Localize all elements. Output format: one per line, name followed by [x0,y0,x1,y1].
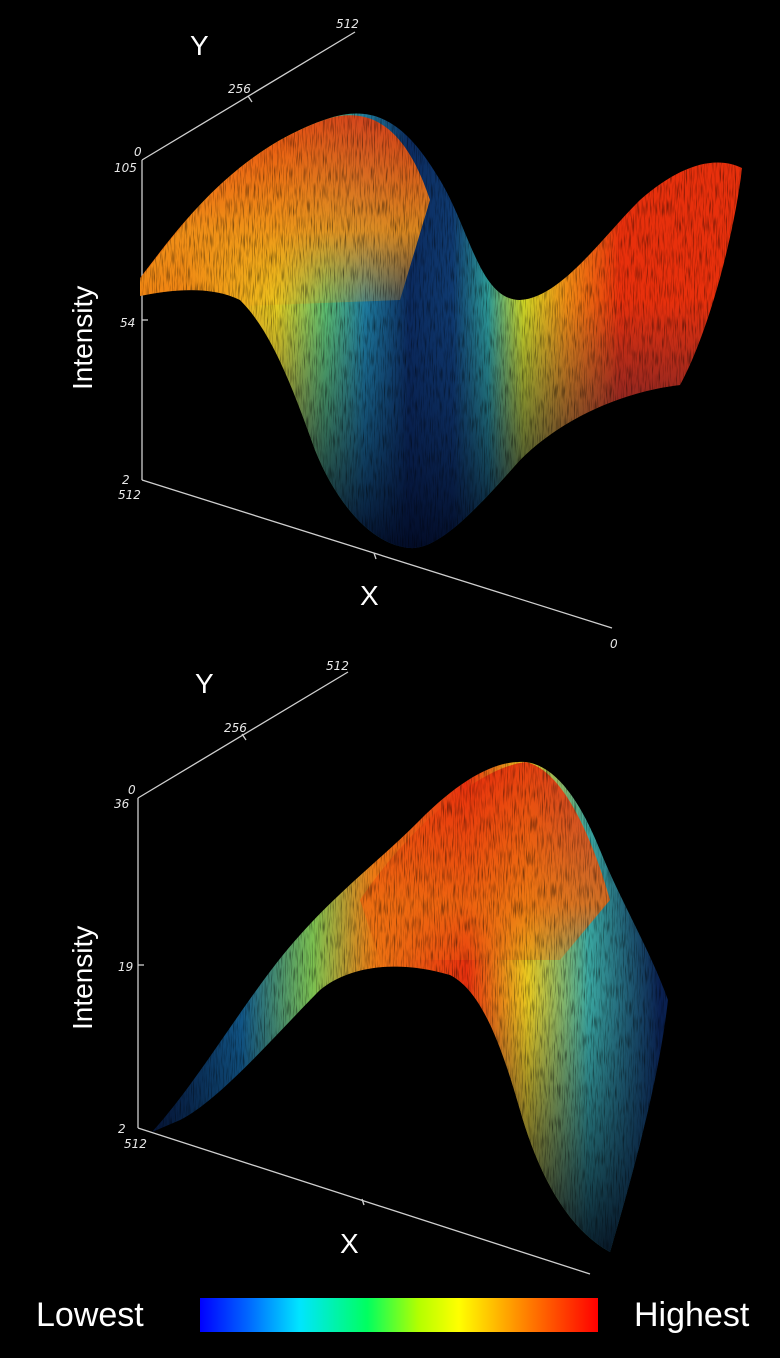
top-x-tick-max: 512 [118,488,141,502]
top-z-axis-label: Intensity [67,286,98,390]
bottom-y-tick-max: 512 [326,659,349,673]
colorbar-high-label: Highest [634,1296,750,1334]
top-y-tick-max: 512 [336,17,359,31]
bottom-x-tick-mid [361,1198,365,1206]
bottom-y-tick-min: 0 [128,783,136,797]
bottom-z-axis-label: Intensity [67,926,98,1030]
top-z-tick-mid-label: 54 [120,316,135,330]
top-axes [141,31,613,629]
bottom-z-tick-max: 36 [114,797,130,811]
top-z-tick-max: 105 [114,161,137,175]
bottom-y-tick-mid-label: 256 [224,721,247,735]
bottom-axes [137,671,591,1275]
top-x-tick-mid [373,552,377,560]
bottom-z-tick-mid-label: 19 [118,960,133,974]
top-surface-plot: 512 256 0 105 54 2 512 0 Y X Intensity [67,17,742,651]
colorbar-gradient [200,1298,598,1332]
bottom-x-axis-line [137,1127,591,1275]
top-x-axis-label: X [360,580,379,611]
top-z-tick-min: 2 [122,473,130,487]
bottom-surface-plot: 512 256 0 36 19 2 512 Y X Intensity [67,659,668,1275]
top-surface-texture [140,113,742,549]
top-surface [140,113,742,549]
top-y-tick-mid-label: 256 [228,82,251,96]
top-x-tick-min: 0 [610,637,618,651]
top-y-tick-mid [247,95,253,103]
top-y-axis-label: Y [190,30,209,61]
bottom-y-axis-label: Y [195,668,214,699]
colorbar: Lowest Highest [36,1296,750,1334]
bottom-x-tick-max: 512 [124,1137,147,1151]
bottom-surface-texture [152,761,668,1252]
colorbar-low-label: Lowest [36,1296,144,1334]
top-y-tick-min: 0 [134,145,142,159]
bottom-x-axis-label: X [340,1228,359,1259]
bottom-surface [152,761,668,1252]
top-x-axis-line [141,479,613,629]
bottom-z-tick-min: 2 [118,1122,126,1136]
bottom-y-tick-mid [241,733,247,741]
